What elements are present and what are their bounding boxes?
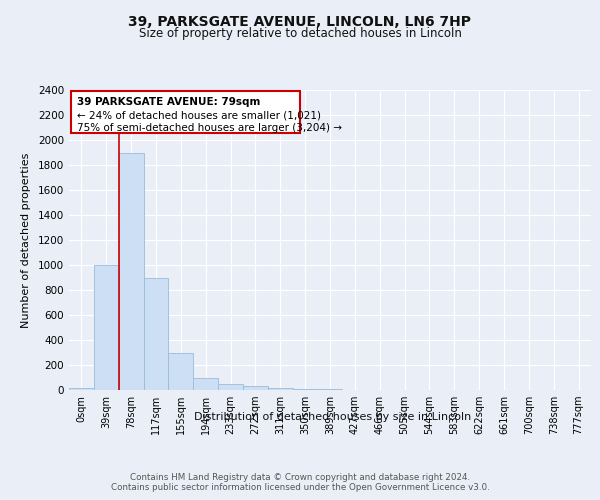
Text: 39, PARKSGATE AVENUE, LINCOLN, LN6 7HP: 39, PARKSGATE AVENUE, LINCOLN, LN6 7HP bbox=[128, 15, 472, 29]
Bar bbox=[119, 152, 143, 390]
Y-axis label: Number of detached properties: Number of detached properties bbox=[21, 152, 31, 328]
Text: Contains public sector information licensed under the Open Government Licence v3: Contains public sector information licen… bbox=[110, 484, 490, 492]
Bar bbox=[268, 388, 293, 390]
Text: ← 24% of detached houses are smaller (1,021): ← 24% of detached houses are smaller (1,… bbox=[77, 110, 321, 120]
Text: Distribution of detached houses by size in Lincoln: Distribution of detached houses by size … bbox=[194, 412, 472, 422]
Bar bbox=[218, 384, 243, 390]
Bar bbox=[169, 352, 193, 390]
Bar bbox=[94, 265, 119, 390]
Bar bbox=[243, 386, 268, 390]
Text: 75% of semi-detached houses are larger (3,204) →: 75% of semi-detached houses are larger (… bbox=[77, 124, 342, 134]
Text: Contains HM Land Registry data © Crown copyright and database right 2024.: Contains HM Land Registry data © Crown c… bbox=[130, 472, 470, 482]
Bar bbox=[71, 90, 299, 133]
Bar bbox=[69, 388, 94, 390]
Bar bbox=[143, 278, 169, 390]
Bar bbox=[193, 378, 218, 390]
Text: 39 PARKSGATE AVENUE: 79sqm: 39 PARKSGATE AVENUE: 79sqm bbox=[77, 97, 260, 107]
Text: Size of property relative to detached houses in Lincoln: Size of property relative to detached ho… bbox=[139, 28, 461, 40]
